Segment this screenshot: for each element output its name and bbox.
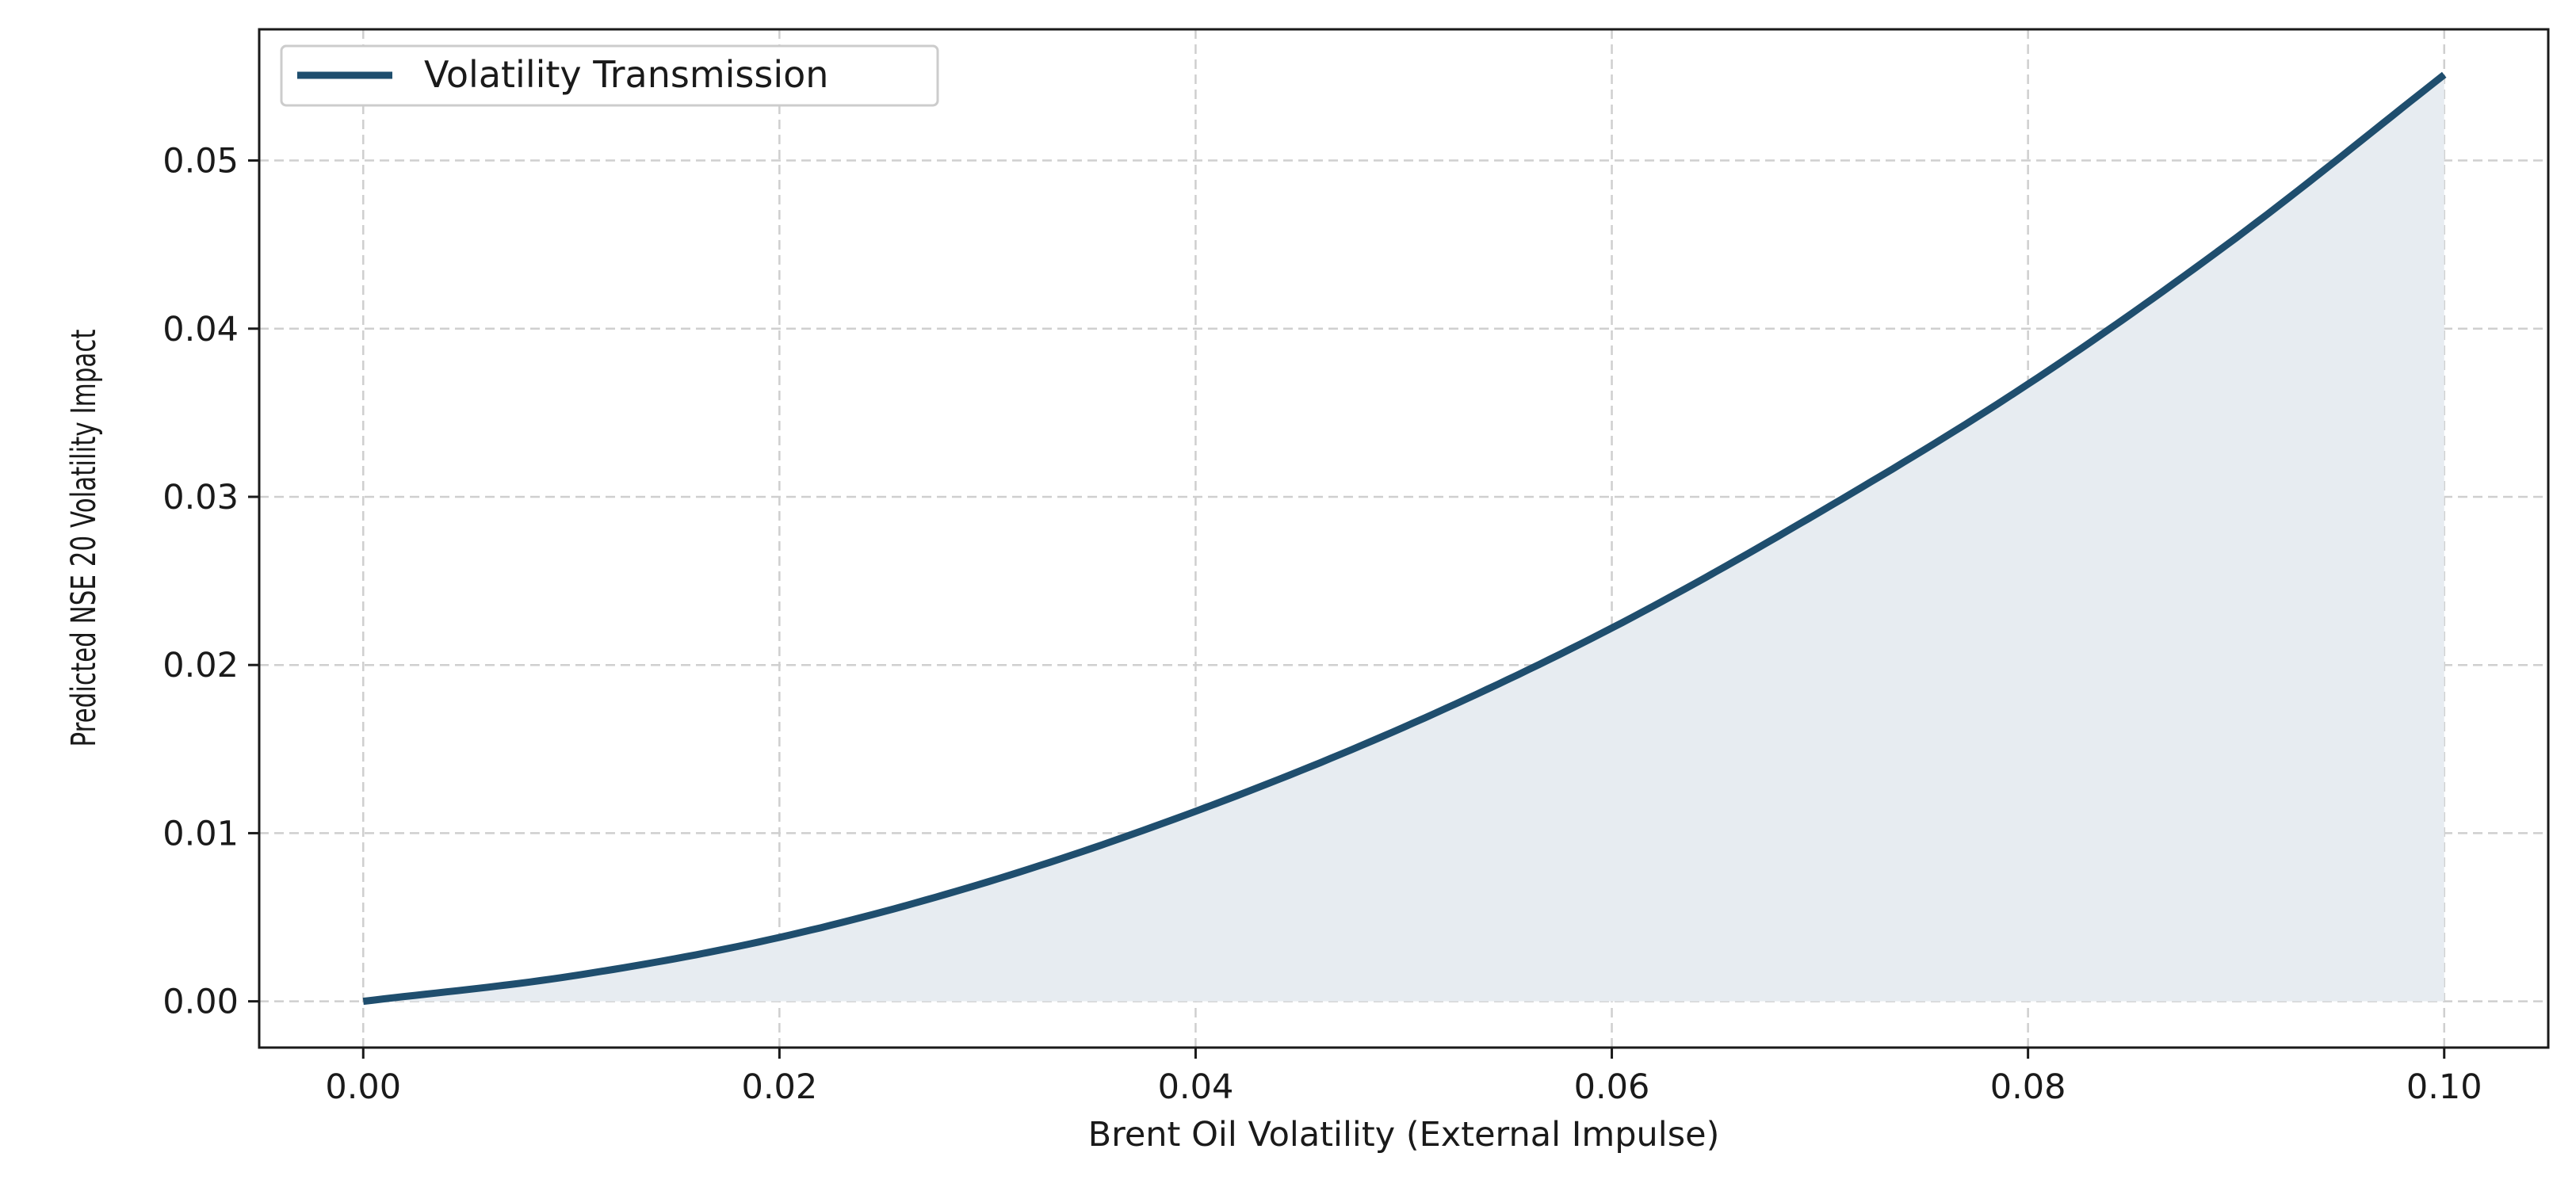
legend-label: Volatility Transmission — [424, 53, 828, 96]
x-axis-label: Brent Oil Volatility (External Impulse) — [1088, 1115, 1720, 1155]
x-tick-label: 0.08 — [1990, 1067, 2066, 1107]
y-tick-label: 0.03 — [162, 478, 239, 517]
y-tick-label: 0.01 — [162, 814, 239, 853]
y-axis-label: Predicted NSE 20 Volatility Impact — [63, 329, 103, 746]
x-tick-label: 0.04 — [1158, 1067, 1234, 1107]
series-line — [362, 71, 2447, 1006]
x-tick-label: 0.10 — [2406, 1067, 2482, 1107]
x-tick-label: 0.02 — [741, 1067, 817, 1107]
legend: Volatility Transmission — [280, 44, 939, 107]
plot-frame — [258, 28, 2550, 1049]
y-tick-label: 0.00 — [162, 983, 239, 1022]
area-fill — [363, 74, 2444, 1002]
y-tick-label: 0.04 — [162, 310, 239, 349]
legend-box — [280, 44, 939, 107]
y-tick-label: 0.02 — [162, 646, 239, 685]
ticks: 0.00 0.02 0.04 0.06 0.08 0.10 0.00 0.01 0.02 0.03… — [162, 142, 2482, 1107]
x-tick-label: 0.06 — [1574, 1067, 1650, 1107]
x-tick-label: 0.00 — [325, 1067, 401, 1107]
y-tick-label: 0.05 — [162, 142, 239, 181]
